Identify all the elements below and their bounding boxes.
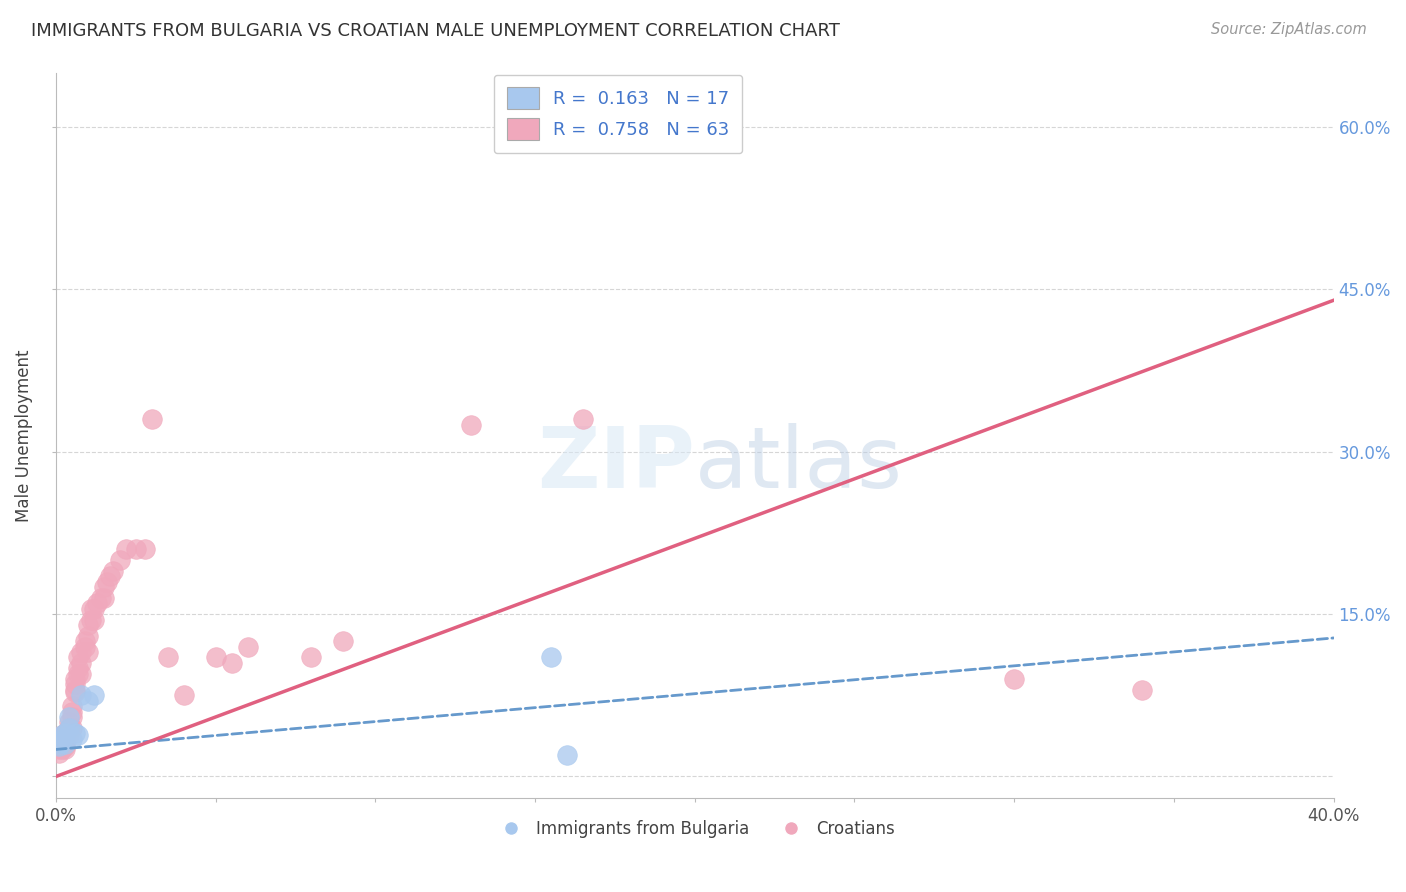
Point (173, 689, 195, 703)
Point (48, 737, 70, 751)
Point (93, 580, 115, 594)
Point (103, 564, 125, 578)
Point (555, 747, 578, 762)
Point (63, 726, 86, 740)
Point (63, 672, 86, 686)
Point (51, 737, 73, 751)
Point (60, 731, 83, 746)
Point (51, 728, 73, 742)
Point (93, 591, 115, 605)
Point (70, 645, 93, 659)
Point (572, 412, 595, 426)
Point (51, 735, 73, 749)
Point (301, 650, 323, 665)
Point (73, 640, 96, 654)
Point (67, 650, 90, 665)
Point (90, 591, 112, 605)
Point (48, 739, 70, 754)
Point (60, 699, 83, 714)
Point (58, 715, 80, 730)
Point (55, 731, 77, 746)
Point (60, 710, 83, 724)
Text: IMMIGRANTS FROM BULGARIA VS CROATIAN MALE UNEMPLOYMENT CORRELATION CHART: IMMIGRANTS FROM BULGARIA VS CROATIAN MAL… (31, 22, 839, 40)
Point (86, 596, 108, 610)
Point (67, 666, 90, 681)
Point (58, 728, 80, 742)
Point (51, 728, 73, 742)
Point (67, 661, 90, 675)
Point (83, 601, 105, 615)
Point (83, 689, 105, 703)
Point (55, 737, 77, 751)
Y-axis label: Male Unemployment: Male Unemployment (15, 350, 32, 522)
Point (76, 694, 98, 708)
Point (51, 742, 73, 756)
Point (134, 542, 156, 557)
Point (236, 640, 259, 654)
Point (76, 645, 98, 659)
Point (70, 666, 93, 681)
Point (51, 731, 73, 746)
Text: ZIP: ZIP (537, 423, 695, 506)
Point (115, 542, 138, 557)
Point (48, 746, 70, 760)
Point (70, 689, 93, 703)
Point (55, 726, 77, 740)
Point (125, 542, 148, 557)
Point (55, 739, 77, 754)
Point (460, 417, 482, 432)
Point (58, 721, 80, 735)
Point (51, 739, 73, 754)
Point (55, 726, 77, 740)
Point (332, 634, 354, 648)
Point (63, 685, 86, 699)
Point (73, 634, 96, 648)
Point (63, 677, 86, 691)
Point (76, 618, 98, 632)
Point (55, 735, 77, 749)
Text: Source: ZipAtlas.com: Source: ZipAtlas.com (1211, 22, 1367, 37)
Point (48, 742, 70, 756)
Point (1002, 672, 1025, 686)
Point (156, 650, 179, 665)
Point (108, 553, 131, 567)
Point (76, 629, 98, 643)
Point (98, 569, 121, 583)
Point (141, 412, 163, 426)
Point (96, 574, 118, 589)
Point (58, 710, 80, 724)
Point (63, 682, 86, 697)
Point (48, 739, 70, 754)
Point (540, 650, 562, 665)
Point (60, 721, 83, 735)
Point (55, 742, 77, 756)
Point (80, 613, 103, 627)
Point (67, 728, 90, 742)
Legend: Immigrants from Bulgaria, Croatians: Immigrants from Bulgaria, Croatians (488, 813, 901, 844)
Point (51, 735, 73, 749)
Point (1130, 682, 1153, 697)
Text: atlas: atlas (695, 423, 903, 506)
Point (58, 721, 80, 735)
Point (221, 656, 243, 670)
Point (60, 705, 83, 719)
Point (70, 656, 93, 670)
Point (83, 613, 105, 627)
Point (80, 601, 103, 615)
Point (204, 650, 226, 665)
Point (48, 737, 70, 751)
